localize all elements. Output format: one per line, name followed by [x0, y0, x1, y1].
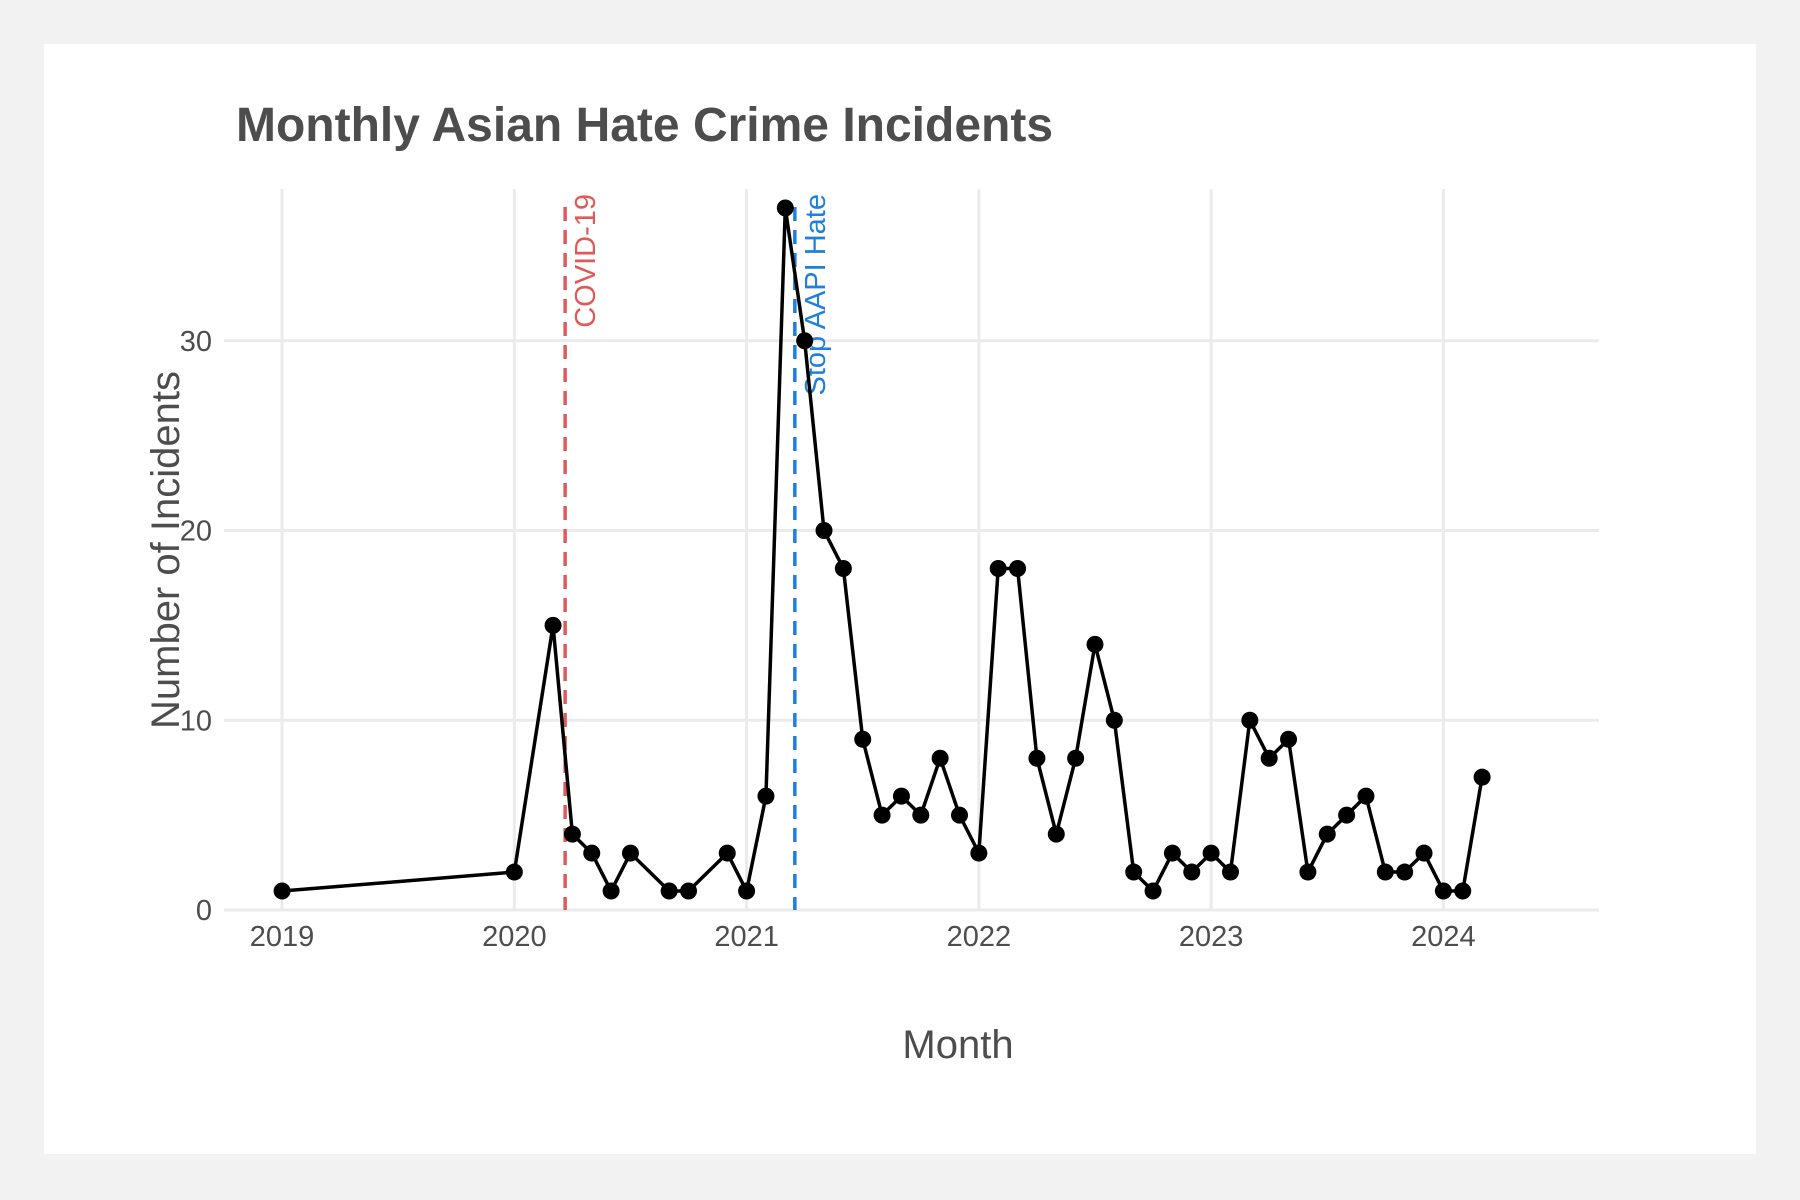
- annotation-label: COVID-19: [570, 194, 602, 328]
- data-point: [776, 199, 794, 217]
- annotations: COVID-19 Stop AAPI Hate: [563, 194, 832, 910]
- data-point: [1318, 825, 1336, 843]
- data-point: [1183, 863, 1201, 881]
- data-point: [1047, 825, 1065, 843]
- series-line-layer: [281, 206, 1484, 893]
- data-point: [1105, 711, 1123, 729]
- data-point: [757, 787, 775, 805]
- data-point: [273, 882, 291, 900]
- data-point: [796, 332, 814, 350]
- x-tick-label: 2021: [714, 921, 779, 953]
- data-point: [1396, 863, 1414, 881]
- data-point: [583, 844, 601, 862]
- data-point: [1009, 559, 1027, 577]
- data-point: [1357, 787, 1375, 805]
- data-point: [544, 616, 562, 634]
- data-point: [1415, 844, 1433, 862]
- x-tick-label: 2022: [947, 921, 1012, 953]
- data-point: [1028, 749, 1046, 767]
- data-point: [989, 559, 1007, 577]
- data-point: [1067, 749, 1085, 767]
- data-point: [1434, 882, 1452, 900]
- data-point: [738, 882, 756, 900]
- annotation-label: Stop AAPI Hate: [800, 194, 832, 396]
- data-point: [1202, 844, 1220, 862]
- series-line: [281, 206, 1484, 893]
- data-point: [1338, 806, 1356, 824]
- data-point: [1125, 863, 1143, 881]
- x-tick-label: 2024: [1411, 921, 1476, 953]
- chart-title: Monthly Asian Hate Crime Incidents: [236, 99, 1053, 152]
- data-point: [1144, 882, 1162, 900]
- data-point: [815, 522, 833, 540]
- data-point: [660, 882, 678, 900]
- data-point: [1260, 749, 1278, 767]
- data-point: [1454, 882, 1472, 900]
- data-point: [563, 825, 581, 843]
- chart-panel: Monthly Asian Hate Crime Incidents COVID…: [44, 44, 1756, 1154]
- x-axis-label: Month: [902, 1023, 1013, 1067]
- data-point: [1473, 768, 1491, 786]
- data-point: [621, 844, 639, 862]
- data-point: [1163, 844, 1181, 862]
- x-tick-label: 2019: [250, 921, 315, 953]
- line-chart: Monthly Asian Hate Crime Incidents COVID…: [144, 99, 1599, 1067]
- data-point: [1221, 863, 1239, 881]
- data-point: [1241, 711, 1259, 729]
- data-point: [680, 882, 698, 900]
- y-tick-label: 30: [180, 326, 212, 358]
- data-point: [718, 844, 736, 862]
- gridlines: [224, 189, 1599, 912]
- y-tick-label: 10: [180, 705, 212, 737]
- data-point: [951, 806, 969, 824]
- data-point: [854, 730, 872, 748]
- data-point: [1376, 863, 1394, 881]
- tick-labels: 2019 2020 2021 2022 2023 2024 0 10 20 30: [180, 326, 1476, 953]
- x-tick-label: 2020: [482, 921, 547, 953]
- data-points: [273, 199, 1491, 900]
- data-point: [602, 882, 620, 900]
- data-point: [834, 559, 852, 577]
- data-point: [892, 787, 910, 805]
- data-point: [931, 749, 949, 767]
- data-point: [1086, 635, 1104, 653]
- data-point: [970, 844, 988, 862]
- data-point: [1299, 863, 1317, 881]
- data-point: [1280, 730, 1298, 748]
- y-tick-label: 0: [196, 895, 212, 927]
- y-tick-label: 20: [180, 516, 212, 548]
- data-point: [912, 806, 930, 824]
- data-point: [873, 806, 891, 824]
- y-axis-label: Number of Incidents: [144, 371, 188, 729]
- x-tick-label: 2023: [1179, 921, 1244, 953]
- data-point: [505, 863, 523, 881]
